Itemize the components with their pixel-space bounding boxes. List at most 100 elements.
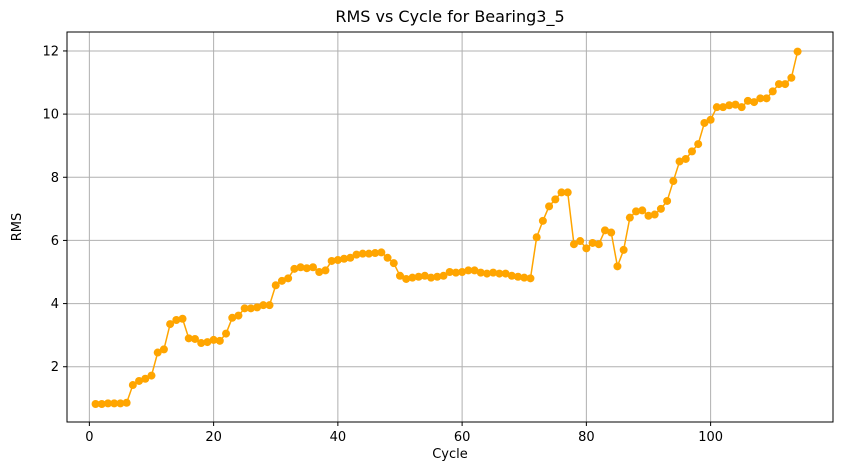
data-point bbox=[271, 281, 280, 290]
data-point bbox=[414, 272, 423, 281]
data-point bbox=[501, 269, 510, 278]
data-point bbox=[582, 244, 591, 253]
data-point bbox=[427, 273, 436, 282]
data-point bbox=[451, 268, 460, 277]
data-point bbox=[762, 94, 771, 103]
data-point bbox=[613, 262, 622, 271]
data-point bbox=[750, 98, 759, 107]
data-point bbox=[433, 272, 442, 281]
data-point bbox=[551, 195, 560, 204]
data-point bbox=[277, 276, 286, 285]
data-point bbox=[253, 303, 262, 312]
data-point bbox=[476, 268, 485, 277]
data-point bbox=[203, 338, 212, 347]
data-point bbox=[607, 228, 616, 237]
data-point bbox=[166, 320, 175, 329]
data-point bbox=[464, 266, 473, 275]
data-point bbox=[731, 100, 740, 109]
data-point bbox=[632, 207, 641, 216]
data-point bbox=[91, 400, 100, 408]
data-point bbox=[663, 196, 672, 205]
data-point bbox=[489, 268, 498, 277]
data-point bbox=[116, 399, 125, 408]
data-point bbox=[259, 301, 268, 310]
data-point bbox=[402, 274, 411, 283]
data-point bbox=[371, 249, 380, 258]
data-point bbox=[520, 273, 529, 282]
data-point bbox=[495, 269, 504, 278]
data-point bbox=[619, 245, 628, 254]
data-point bbox=[159, 345, 168, 354]
y-tick-label: 4 bbox=[51, 297, 59, 312]
data-point bbox=[377, 248, 386, 257]
data-point bbox=[781, 80, 790, 89]
data-point bbox=[290, 264, 299, 273]
data-point bbox=[315, 268, 324, 276]
data-point bbox=[420, 271, 429, 280]
data-point bbox=[135, 376, 144, 385]
data-point bbox=[346, 253, 355, 262]
y-tick-label: 6 bbox=[51, 234, 59, 249]
data-point bbox=[681, 154, 690, 163]
data-point bbox=[687, 147, 696, 156]
data-point bbox=[234, 311, 243, 320]
data-point bbox=[656, 204, 665, 213]
grid bbox=[67, 32, 833, 422]
x-tick-label: 20 bbox=[205, 430, 222, 445]
data-point bbox=[756, 94, 765, 103]
data-point bbox=[563, 188, 572, 197]
data-point bbox=[650, 210, 659, 219]
data-point bbox=[172, 316, 181, 324]
data-point bbox=[458, 268, 467, 276]
x-tick-label: 40 bbox=[330, 430, 347, 445]
data-point bbox=[538, 216, 547, 225]
data-point bbox=[514, 272, 523, 281]
data-point bbox=[296, 263, 305, 272]
x-tick-label: 60 bbox=[454, 430, 471, 445]
data-point bbox=[532, 233, 541, 242]
data-point bbox=[128, 381, 137, 390]
data-point bbox=[669, 177, 678, 186]
data-point bbox=[246, 304, 255, 313]
data-point bbox=[638, 206, 647, 215]
plot-frame bbox=[66, 31, 834, 423]
data-point bbox=[588, 238, 597, 247]
data-point bbox=[184, 334, 193, 343]
data-point bbox=[793, 47, 802, 56]
data-point bbox=[694, 140, 703, 149]
data-point bbox=[725, 101, 734, 110]
data-point bbox=[594, 240, 603, 249]
data-point bbox=[389, 259, 398, 268]
data-point bbox=[104, 399, 113, 408]
data-point bbox=[719, 103, 728, 112]
data-point bbox=[141, 374, 150, 383]
data-point bbox=[228, 313, 237, 322]
data-point bbox=[333, 256, 342, 264]
y-tick-label: 12 bbox=[42, 44, 59, 59]
data-point bbox=[507, 271, 516, 280]
data-point bbox=[190, 334, 199, 343]
data-point bbox=[445, 268, 454, 276]
y-tick-label: 10 bbox=[42, 108, 59, 123]
y-axis-ticks: 2 4 6 8 10 12 bbox=[42, 44, 67, 375]
data-point bbox=[482, 269, 491, 278]
series-group bbox=[91, 47, 802, 408]
data-point bbox=[439, 271, 448, 280]
data-point bbox=[712, 103, 721, 112]
data-point bbox=[774, 80, 783, 89]
x-axis-ticks: 0 20 40 60 80 100 bbox=[85, 422, 723, 445]
data-point bbox=[240, 304, 249, 313]
data-point bbox=[557, 188, 566, 197]
data-point bbox=[364, 249, 373, 258]
x-tick-label: 100 bbox=[698, 430, 723, 445]
data-point bbox=[526, 274, 535, 283]
data-point bbox=[209, 335, 218, 344]
data-point bbox=[700, 118, 709, 127]
data-point bbox=[97, 400, 106, 408]
data-point bbox=[321, 266, 330, 275]
data-point bbox=[408, 273, 417, 282]
data-point bbox=[222, 329, 231, 338]
data-point bbox=[197, 339, 206, 348]
data-point bbox=[383, 253, 392, 262]
